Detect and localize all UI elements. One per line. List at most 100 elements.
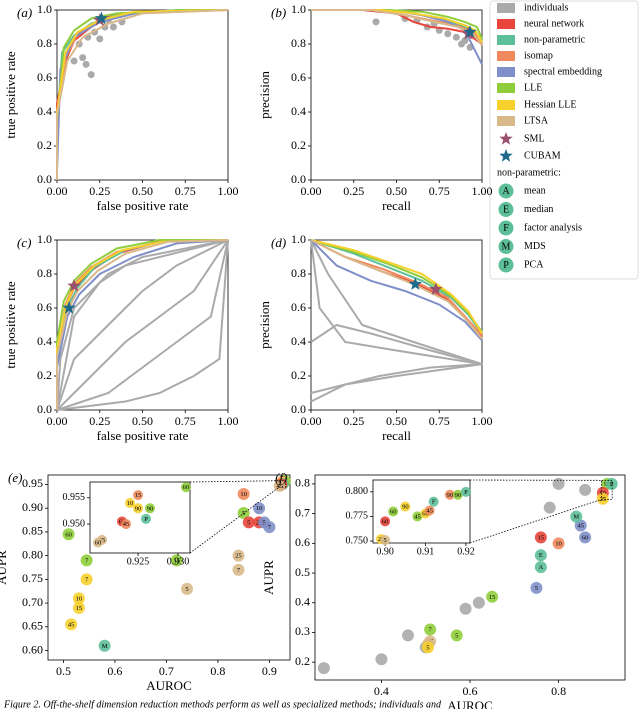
point-label: 60: [95, 539, 102, 546]
panel-label: (a): [17, 5, 32, 20]
point: [402, 629, 414, 642]
individual-point: [82, 60, 90, 68]
legend-label: Hessian LLE: [524, 99, 577, 110]
curve: [56, 239, 229, 410]
curve: [310, 239, 483, 341]
point: [170, 554, 183, 567]
x-tick-label: 0.00: [47, 184, 68, 198]
point: [65, 618, 78, 631]
individual-point: [461, 37, 469, 45]
x-tick-label: 0.75: [429, 184, 450, 198]
y-tick-label: 0.2: [37, 138, 52, 152]
y-tick-label: 0.2: [295, 654, 310, 668]
legend-marker: [497, 67, 515, 77]
point-label: 90: [135, 505, 142, 512]
legend-marker: [497, 3, 515, 13]
x-tick-label: 0.5: [56, 664, 71, 678]
point-label: A: [539, 564, 544, 571]
point: [181, 582, 194, 595]
y-tick-label: 0.0: [291, 402, 306, 416]
curve: [310, 363, 483, 394]
individual-point: [87, 71, 95, 79]
point-label: 7: [85, 576, 89, 583]
legend-code-label: median: [524, 204, 553, 215]
point: [133, 490, 143, 501]
point-label: P: [610, 481, 614, 488]
point: [421, 641, 434, 654]
point-label: 5: [535, 585, 538, 592]
legend-label: SML: [524, 133, 545, 144]
legend-marker: [497, 19, 515, 29]
point-label: 25: [235, 553, 242, 560]
point: [121, 519, 131, 530]
point-label: 45: [426, 508, 433, 515]
point-label: 10: [240, 491, 247, 498]
point: [380, 516, 391, 527]
legend-code-letter: P: [503, 260, 509, 271]
legend-code-marker: [498, 220, 514, 236]
point: [534, 561, 547, 574]
y-tick-label: 0.60: [22, 642, 43, 656]
point: [263, 521, 276, 534]
y-tick-label: 0.0: [37, 172, 52, 186]
x-tick-label: 0.25: [343, 414, 364, 428]
point: [486, 590, 499, 603]
curve: [310, 239, 483, 366]
point: [579, 531, 592, 544]
x-tick-label: 0.50: [386, 184, 407, 198]
y-tick-label: 0.8: [291, 266, 306, 280]
x-tick-label: 0.75: [429, 414, 450, 428]
x-tick-label: 1.00: [218, 414, 239, 428]
x-tick-label: 1.00: [472, 414, 493, 428]
point: [400, 501, 411, 512]
legend-code-label: factor analysis: [524, 222, 582, 233]
y-axis-label: precision: [257, 301, 272, 349]
point: [428, 496, 439, 507]
legend-marker: [497, 100, 515, 110]
individual-point: [96, 35, 104, 43]
point-label: 45: [123, 521, 130, 528]
y-tick-label: 0.4: [291, 334, 306, 348]
x-tick-label: 0.90: [376, 546, 394, 557]
panel-label: (d): [271, 235, 286, 250]
x-tick-label: 0.00: [47, 414, 68, 428]
point-label: 45: [276, 483, 283, 490]
y-tick-label: 0.85: [22, 524, 43, 538]
point-label: 5: [185, 586, 188, 593]
point: [460, 486, 471, 497]
point-label: 5: [247, 519, 250, 526]
legend-code-marker: [498, 183, 514, 199]
point: [62, 528, 75, 541]
y-tick-label: 0.5: [295, 565, 310, 579]
y-tick-label: 0.955: [63, 492, 86, 503]
y-tick-label: 0.8: [291, 36, 306, 50]
point-label: 7: [85, 557, 89, 564]
y-tick-label: 0.90: [22, 500, 43, 514]
zoom-region: [278, 480, 287, 488]
point: [253, 502, 266, 515]
legend-label: CUBAM: [524, 150, 561, 161]
point: [452, 489, 463, 500]
y-tick-label: 0.4: [37, 104, 52, 118]
x-tick-label: 0.7: [159, 664, 174, 678]
legend-label: neural network: [524, 18, 584, 29]
legend-marker: [499, 149, 513, 162]
point-label: 15: [76, 605, 83, 612]
point-label: 45: [68, 621, 75, 628]
legend-label: non-parametric: [524, 34, 586, 45]
y-tick-label: 0.70: [22, 595, 43, 609]
curve: [56, 239, 229, 411]
point-label: F: [432, 499, 436, 506]
point-label: 25: [600, 496, 607, 503]
curve: [56, 239, 229, 410]
point: [72, 592, 85, 605]
legend-code-label: PCA: [524, 259, 544, 270]
point-label: 60: [183, 484, 190, 491]
legend-code-letter: F: [503, 223, 509, 234]
point: [273, 479, 286, 492]
y-tick-label: 0.65: [22, 619, 43, 633]
x-tick-label: 0.8: [551, 684, 566, 698]
point-label: P: [144, 516, 148, 523]
point: [459, 602, 472, 615]
y-axis-label: true positive rate: [3, 281, 18, 369]
